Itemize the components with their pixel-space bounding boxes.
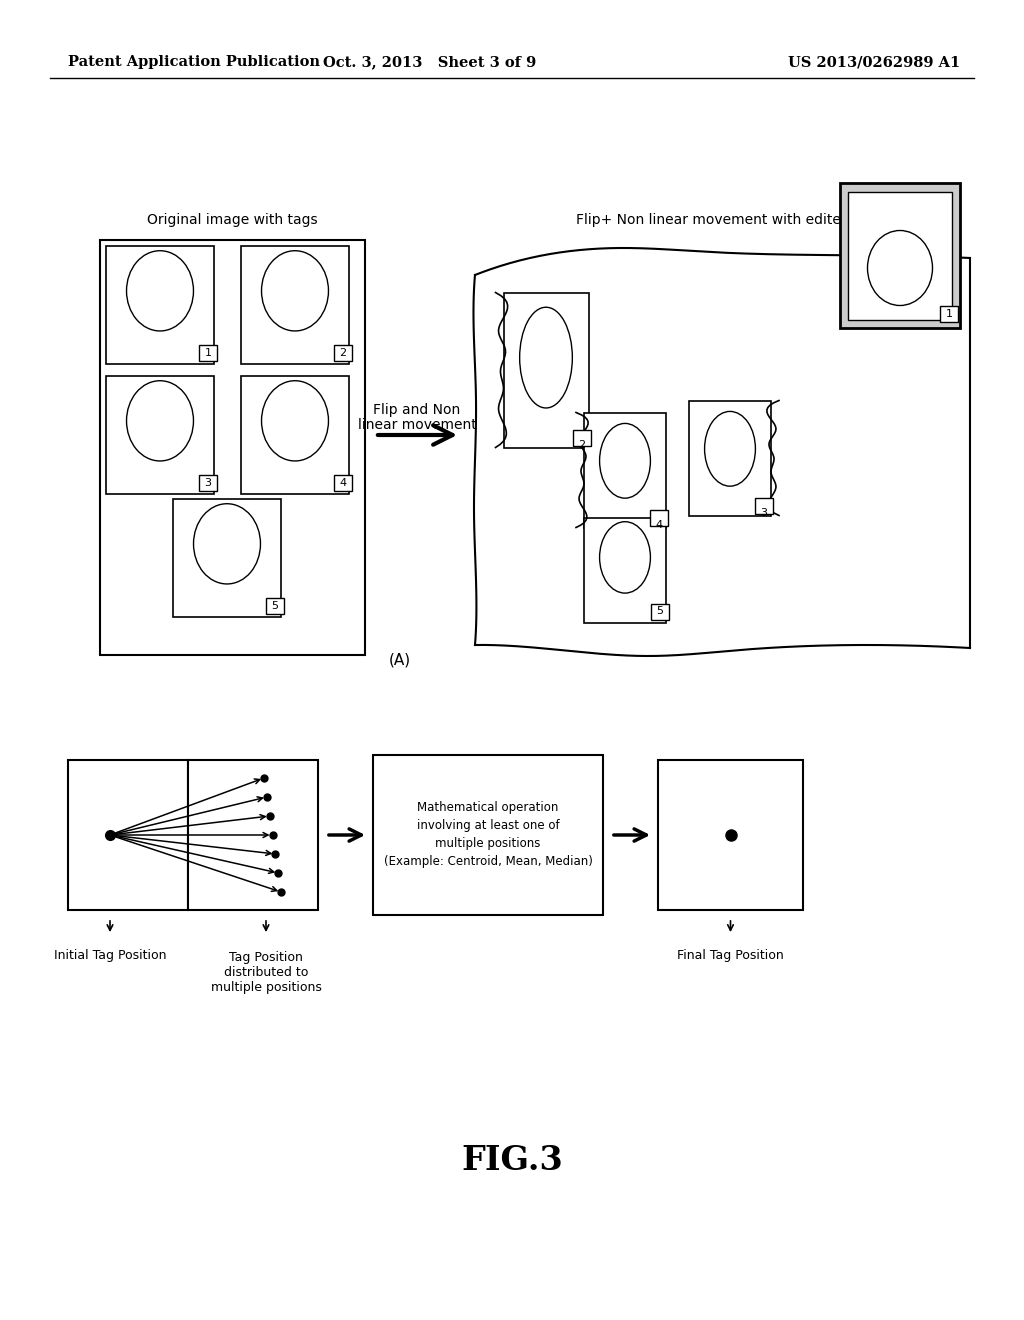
Bar: [584, 517, 666, 623]
Text: Mathematical operation
involving at least one of
multiple positions
(Example: Ce: Mathematical operation involving at leas…: [384, 801, 593, 869]
Text: 3: 3: [205, 478, 212, 488]
Bar: [68, 760, 188, 909]
Text: Initial Tag Position: Initial Tag Position: [53, 949, 166, 961]
Bar: [940, 306, 958, 322]
Bar: [572, 429, 591, 446]
Text: (A): (A): [389, 652, 411, 668]
Text: Oct. 3, 2013   Sheet 3 of 9: Oct. 3, 2013 Sheet 3 of 9: [324, 55, 537, 69]
Text: 2: 2: [339, 348, 346, 358]
Text: FIG.3: FIG.3: [461, 1143, 563, 1176]
Text: 4: 4: [339, 478, 346, 488]
Bar: [689, 400, 771, 516]
Text: 5: 5: [656, 606, 664, 616]
Ellipse shape: [600, 424, 650, 498]
Text: 3: 3: [761, 508, 768, 519]
Text: Tag Position
distributed to
multiple positions: Tag Position distributed to multiple pos…: [211, 952, 322, 994]
Ellipse shape: [194, 504, 260, 583]
Bar: [650, 510, 668, 525]
Bar: [651, 603, 669, 619]
Ellipse shape: [261, 251, 329, 331]
Bar: [266, 598, 284, 614]
Text: 5: 5: [271, 601, 279, 611]
Ellipse shape: [705, 412, 756, 486]
Bar: [334, 475, 352, 491]
Bar: [173, 499, 281, 616]
Bar: [504, 293, 589, 447]
Text: Patent Application Publication: Patent Application Publication: [68, 55, 319, 69]
Bar: [199, 345, 217, 360]
Bar: [106, 376, 214, 494]
Bar: [658, 760, 803, 909]
Bar: [241, 376, 349, 494]
Text: Flip+ Non linear movement with edited tags: Flip+ Non linear movement with edited ta…: [575, 213, 884, 227]
Text: 1: 1: [205, 348, 212, 358]
Ellipse shape: [127, 251, 194, 331]
Ellipse shape: [519, 308, 572, 408]
Ellipse shape: [127, 380, 194, 461]
Text: 1: 1: [945, 309, 952, 319]
Text: linear movement: linear movement: [357, 418, 476, 432]
Text: 4: 4: [655, 520, 663, 531]
Text: Original image with tags: Original image with tags: [147, 213, 317, 227]
Bar: [106, 246, 214, 364]
Bar: [199, 475, 217, 491]
Bar: [848, 191, 952, 319]
Bar: [188, 760, 318, 909]
Text: 2: 2: [578, 441, 585, 450]
Bar: [373, 755, 603, 915]
Ellipse shape: [600, 521, 650, 593]
Text: US 2013/0262989 A1: US 2013/0262989 A1: [787, 55, 961, 69]
Ellipse shape: [261, 380, 329, 461]
Text: Flip and Non: Flip and Non: [374, 403, 461, 417]
Bar: [584, 412, 666, 528]
Bar: [241, 246, 349, 364]
Bar: [755, 498, 773, 513]
Bar: [334, 345, 352, 360]
Text: Final Tag Position: Final Tag Position: [677, 949, 784, 961]
Bar: [100, 240, 365, 655]
Bar: [840, 183, 961, 327]
Ellipse shape: [867, 231, 933, 305]
Polygon shape: [473, 248, 970, 656]
